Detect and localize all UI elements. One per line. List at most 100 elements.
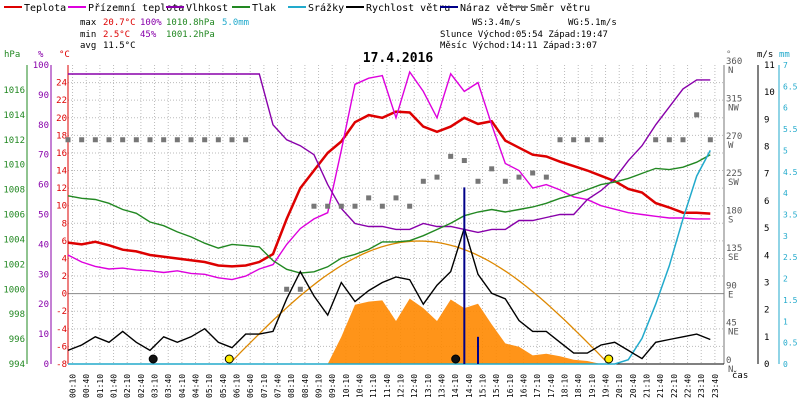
humidity-tick-label: 80 (38, 121, 49, 131)
info-block: WS:3.4m/s WG:5.1m/s Slunce Východ:05:54 … (440, 18, 617, 51)
x-tick-label: 03:40 (164, 374, 173, 398)
sun-marker (224, 354, 234, 364)
legend-item-wind-gust: Náraz větru (440, 2, 526, 14)
x-tick-label: 22:40 (684, 374, 693, 398)
direction-tick-degree: 180 (726, 207, 742, 217)
x-tick-label: 00:10 (69, 374, 78, 398)
wind-tick-label: 7 (764, 170, 769, 180)
moon-marker (451, 354, 461, 364)
x-tick-label: 02:40 (137, 374, 146, 398)
rain-tick-label: 0.5 (783, 339, 798, 348)
x-tick-label: 11:40 (383, 374, 392, 398)
x-tick-label: 19:10 (588, 374, 597, 398)
temperature-tick-label: 2 (62, 272, 67, 282)
stats-max-pressure: 1010.8hPa (166, 18, 215, 28)
wind-direction-point (407, 203, 413, 209)
temperature-tick-label: 8 (62, 219, 67, 229)
wind-tick-label: 6 (764, 197, 769, 207)
wind-direction-point (188, 137, 194, 143)
pressure-tick-label: 1016 (3, 86, 25, 96)
temperature-tick-label: 24 (56, 79, 67, 89)
x-tick-label: 08:10 (287, 374, 296, 398)
temperature-tick-label: 0 (62, 290, 67, 300)
x-tick-label: 17:40 (547, 374, 556, 398)
x-tick-label: 11:10 (369, 374, 378, 398)
x-tick-label: 18:10 (561, 374, 570, 398)
wind-direction-point (584, 137, 590, 143)
temperature-tick-label: 6 (62, 237, 67, 247)
x-tick-label: 01:40 (110, 374, 119, 398)
rain-tick-label: 5 (783, 146, 788, 155)
wind-tick-label: 3 (764, 278, 769, 288)
wind-direction-point (311, 203, 317, 209)
wind-direction-point (229, 137, 235, 143)
x-tick-label: 07:40 (274, 374, 283, 398)
direction-tick-compass: W (728, 141, 734, 151)
direction-tick-degree: 0 (726, 356, 731, 366)
x-tick-label: 06:40 (246, 374, 255, 398)
humidity-tick-label: 0 (44, 360, 49, 370)
direction-tick-compass: E (728, 290, 733, 300)
wind-direction-point (694, 112, 700, 118)
pressure-tick-label: 1012 (3, 136, 25, 146)
orange-area (68, 298, 711, 364)
wind-direction-point (502, 178, 508, 184)
temperature-tick-label: 12 (56, 184, 67, 194)
rain-tick-label: 4.5 (783, 168, 798, 177)
rain-tick-label: 4 (783, 189, 788, 198)
x-tick-label: 01:10 (96, 374, 105, 398)
humidity-tick-label: 100 (33, 61, 49, 71)
x-tick-label: 21:40 (656, 374, 665, 398)
x-tick-label: 12:40 (410, 374, 419, 398)
wind-direction-point (543, 174, 549, 180)
humidity-tick-label: 20 (38, 300, 49, 310)
humidity-tick-label: 90 (38, 91, 49, 101)
direction-tick-compass: SW (728, 178, 739, 188)
series-teplota (67, 110, 711, 268)
wind-direction-point (352, 203, 358, 209)
wind-tick-label: 2 (764, 306, 769, 316)
wind-direction-point (65, 137, 71, 143)
x-tick-label: 10:40 (356, 374, 365, 398)
direction-tick-degree: 225 (726, 169, 742, 179)
wind-direction-point (202, 137, 208, 143)
stats-min-temperature: 2.5°C (103, 30, 130, 40)
temperature-tick-label: 4 (62, 254, 67, 264)
temperature-tick-label: -6 (56, 342, 67, 352)
stats-max-label: max (80, 18, 97, 28)
legend-item-humidity: Vlhkost (166, 3, 228, 14)
rain-tick-label: 0 (783, 360, 788, 369)
wind-tick-label: 10 (764, 88, 775, 98)
wind-direction-point (393, 195, 399, 201)
stats-block: max 20.7°C 100% 1010.8hPa 5.0mm min 2.5°… (80, 18, 249, 51)
humidity-tick-label: 70 (38, 151, 49, 161)
grid (68, 65, 724, 365)
wind-direction-point (420, 178, 426, 184)
temperature-tick-label: -4 (56, 325, 67, 335)
x-tick-label: 03:10 (151, 374, 160, 398)
wind-direction-point (92, 137, 98, 143)
x-tick-label: 16:10 (506, 374, 515, 398)
humidity-tick-label: 30 (38, 270, 49, 280)
stats-min-label: min (80, 30, 96, 40)
temperature-tick-label: 18 (56, 131, 67, 141)
temperature-tick-label: -8 (56, 360, 67, 370)
wind-tick-label: 9 (764, 115, 769, 125)
legend-item-wind-direction: Směr větru (510, 2, 590, 14)
humidity-tick-label: 40 (38, 240, 49, 250)
rain-tick-label: 3.5 (783, 211, 798, 220)
pressure-tick-label: 1004 (3, 235, 25, 245)
direction-tick-degree: 270 (726, 132, 742, 142)
legend-label-humidity: Vlhkost (186, 3, 228, 14)
wind-direction-point (379, 203, 385, 209)
legend-item-wind-speed: Rychlost větru (346, 2, 450, 14)
x-tick-label: 14:40 (465, 374, 474, 398)
legend-label-rain: Srážky (308, 2, 344, 14)
wind-direction-point (79, 137, 85, 143)
series-tlak (67, 154, 711, 274)
wind-direction-point (174, 137, 180, 143)
wind-direction-point (571, 137, 577, 143)
series-rychlost-v-tru (67, 225, 711, 360)
